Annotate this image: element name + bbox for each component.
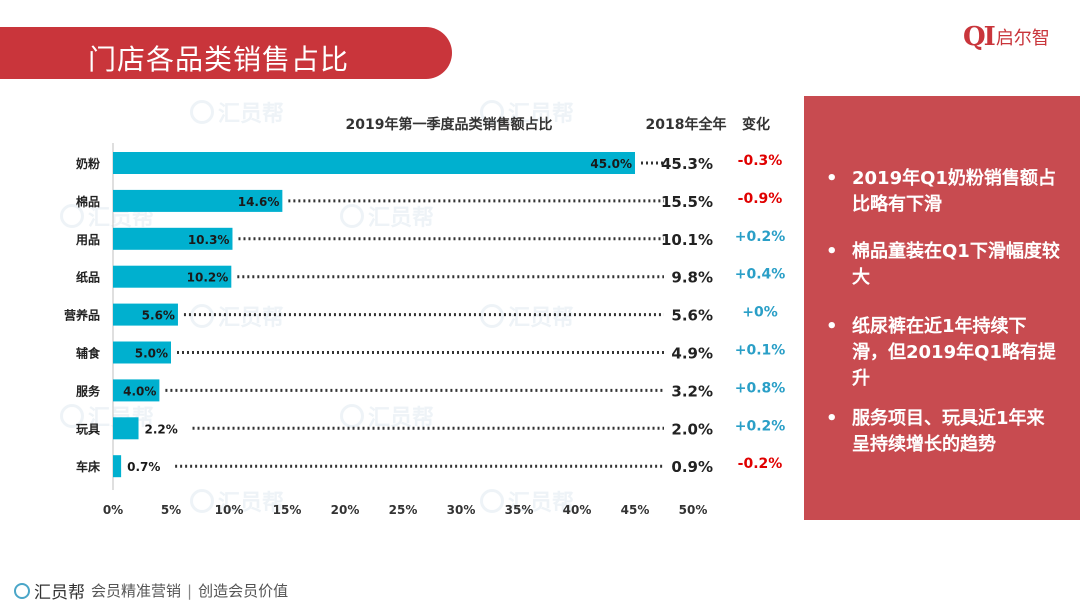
- title-banner: [0, 27, 452, 79]
- change-value: +0.4%: [735, 267, 786, 283]
- watermark: 汇员帮: [480, 300, 574, 332]
- x-tick-label: 15%: [273, 503, 302, 517]
- footer-separator: |: [187, 581, 193, 600]
- category-label: 奶粉: [76, 156, 100, 171]
- category-label: 纸品: [76, 270, 100, 285]
- page-title: 门店各品类销售占比: [88, 43, 350, 76]
- x-tick-label: 25%: [389, 503, 418, 517]
- change-value: +0.8%: [735, 380, 786, 396]
- x-tick-label: 30%: [447, 503, 476, 517]
- brand-icon: [14, 582, 30, 599]
- compare-value: 3.2%: [671, 382, 713, 400]
- bar: [113, 379, 160, 402]
- bar: [113, 189, 283, 212]
- logo-name: 启尔智: [995, 28, 1050, 49]
- bar-value-label: 2.2%: [145, 422, 178, 436]
- x-tick-label: 45%: [621, 503, 650, 517]
- watermark: 汇员帮: [190, 485, 284, 517]
- change-value: +0.2%: [735, 229, 786, 245]
- category-label: 服务: [76, 383, 101, 398]
- watermark: 汇员帮: [480, 96, 574, 128]
- chart-title: 2019年第一季度品类销售额占比: [346, 116, 553, 133]
- footer-brand: 汇员帮: [34, 583, 85, 603]
- change-value: -0.9%: [738, 191, 783, 207]
- bar-chart: 2019年第一季度品类销售额占比 2018年全年 变化 0% 5% 10% 15% 20% 25…: [64, 116, 786, 517]
- footer: 汇员帮 会员精准营销 | 创造会员价值: [8, 578, 288, 603]
- bar-value-label: 10.3%: [188, 233, 230, 247]
- bar-value-label: 10.2%: [187, 271, 229, 285]
- footer-slogan-1: 会员精准营销: [91, 582, 182, 600]
- bar-value-label: 14.6%: [238, 195, 280, 209]
- bar: [113, 227, 233, 250]
- compare-value: 0.9%: [671, 458, 713, 476]
- x-tick-label: 5%: [161, 503, 181, 517]
- x-tick-label: 20%: [331, 503, 360, 517]
- compare-value: 9.8%: [671, 269, 713, 287]
- compare-value: 5.6%: [671, 307, 713, 325]
- compare-header: 2018年全年: [646, 116, 727, 133]
- bar: [113, 417, 139, 440]
- bar-value-label: 5.0%: [135, 347, 168, 361]
- logo-mark: QI: [963, 22, 996, 52]
- bar: [113, 265, 232, 288]
- change-value: +0%: [742, 305, 778, 321]
- footer-slogan-2: 创造会员价值: [198, 582, 289, 600]
- x-tick-label: 10%: [215, 503, 244, 517]
- change-value: -0.2%: [738, 456, 783, 472]
- compare-value: 15.5%: [661, 193, 713, 211]
- compare-value: 10.1%: [661, 231, 713, 249]
- category-label: 用品: [75, 233, 100, 247]
- bar: [113, 455, 122, 478]
- x-tick-label: 0%: [103, 503, 123, 517]
- insight-panel: • 2019年Q1奶粉销售额占比略有下滑 • 棉品童装在Q1下滑幅度较大 • 纸…: [804, 96, 1080, 520]
- x-tick-label: 40%: [563, 503, 592, 517]
- bar-value-label: 45.0%: [590, 157, 632, 171]
- watermark: 汇员帮: [480, 485, 574, 517]
- change-value: -0.3%: [738, 153, 783, 169]
- category-label: 棉品: [76, 194, 100, 209]
- compare-value: 45.3%: [661, 155, 713, 173]
- change-value: +0.1%: [735, 343, 786, 359]
- watermark: 汇员帮: [340, 200, 434, 232]
- bar-value-label: 4.0%: [123, 384, 156, 398]
- watermark: 汇员帮: [190, 300, 284, 332]
- change-header: 变化: [742, 116, 770, 133]
- x-tick-label: 50%: [679, 503, 708, 517]
- brand-logo: QI 启尔智: [963, 22, 1050, 52]
- compare-value: 2.0%: [671, 420, 713, 438]
- watermark: 汇员帮: [190, 96, 284, 128]
- bar: [113, 341, 171, 364]
- category-label: 玩具: [76, 422, 100, 436]
- x-tick-label: 35%: [505, 503, 534, 517]
- category-label: 辅食: [76, 346, 101, 361]
- bar: [113, 152, 635, 174]
- change-value: +0.2%: [735, 418, 786, 434]
- bar: [113, 303, 178, 326]
- bar-value-label: 5.6%: [142, 309, 175, 323]
- bar-value-label: 0.7%: [127, 460, 160, 474]
- compare-value: 4.9%: [671, 345, 713, 363]
- category-label: 营养品: [64, 308, 100, 323]
- category-label: 车床: [76, 459, 101, 474]
